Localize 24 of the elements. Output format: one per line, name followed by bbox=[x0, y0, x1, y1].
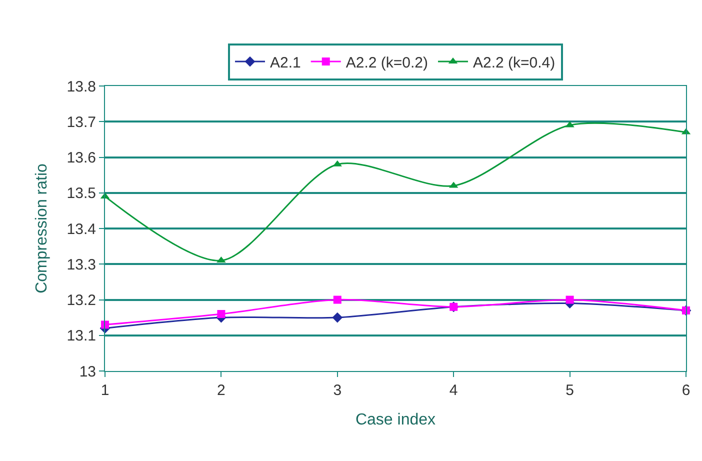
y-tick-label: 13.4 bbox=[66, 220, 96, 238]
y-tick-label: 13 bbox=[79, 363, 96, 380]
point bbox=[333, 296, 342, 304]
x-tick-label: 1 bbox=[100, 382, 110, 399]
y-tick-label: 13.8 bbox=[66, 78, 96, 96]
x-tick-label: 6 bbox=[682, 382, 690, 399]
point bbox=[566, 296, 574, 304]
x-tick-label: 5 bbox=[566, 382, 574, 399]
point bbox=[332, 312, 343, 323]
legend-label: A2.1 bbox=[270, 54, 301, 72]
legend-label: A2.2 (k=0.4) bbox=[473, 54, 556, 72]
legend-label: A2.2 (k=0.2) bbox=[346, 54, 428, 72]
y-tick-label: 13.5 bbox=[66, 185, 96, 202]
x-tick-label: 2 bbox=[217, 382, 226, 399]
y-tick-label: 13.2 bbox=[66, 292, 96, 309]
x-tick-label: 4 bbox=[449, 382, 458, 399]
y-tick-label: 13.6 bbox=[66, 150, 96, 166]
y-tick-label: 13.7 bbox=[66, 114, 96, 131]
y-tick-label: 13.3 bbox=[66, 256, 96, 274]
y-tick-label: 13.1 bbox=[66, 328, 96, 345]
x-tick-label: 3 bbox=[333, 382, 342, 399]
x-axis-title: Case index bbox=[355, 412, 436, 429]
point bbox=[217, 310, 226, 318]
y-axis-title: Compression ratio bbox=[34, 163, 51, 294]
